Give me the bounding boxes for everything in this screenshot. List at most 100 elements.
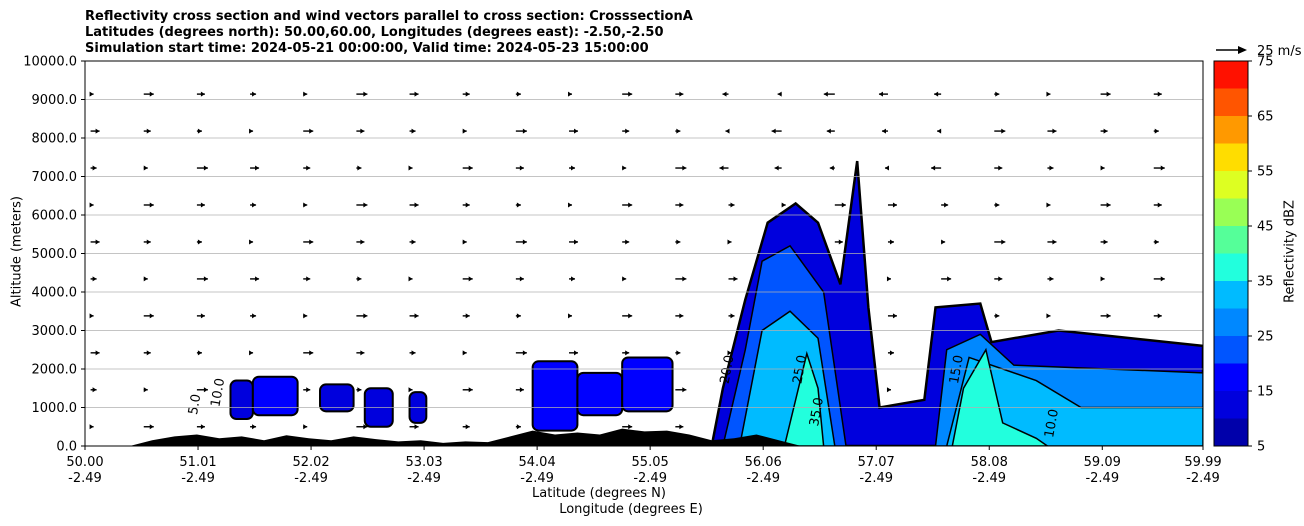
- wind-vector-head: [143, 165, 148, 171]
- wind-vector-head: [1001, 128, 1006, 134]
- colorbar-tick-label: 25: [1257, 330, 1274, 345]
- colorbar-tick-label: 65: [1257, 110, 1274, 125]
- x-tick-label-lon: -2.49: [633, 471, 667, 486]
- wind-vector-head: [884, 165, 889, 171]
- colorbar-band: [1214, 363, 1248, 391]
- wind-vector-head: [574, 128, 579, 134]
- wind-vector-head: [622, 165, 627, 171]
- wind-key-label: 25 m/s: [1257, 44, 1302, 59]
- wind-vector-head: [1049, 165, 1054, 171]
- wind-vector-head: [149, 91, 154, 97]
- wind-vector-head: [516, 202, 521, 208]
- wind-vector-head: [1049, 276, 1054, 282]
- y-tick-label: 4000.0: [32, 286, 78, 301]
- wind-vector-head: [679, 91, 684, 97]
- reflectivity-cell-7: [576, 371, 624, 417]
- wind-vector-head: [522, 128, 527, 134]
- wind-vector-head: [89, 202, 94, 208]
- x-tick-label-lon: -2.49: [294, 471, 328, 486]
- x-tick-label-lat: 53.03: [405, 455, 442, 470]
- wind-vector-head: [931, 165, 936, 171]
- wind-vector-head: [92, 165, 97, 171]
- wind-vector-head: [995, 202, 1000, 208]
- storm-35dbz-south-core: [951, 347, 1049, 446]
- wind-vector-head: [995, 313, 1000, 319]
- wind-vector-head: [889, 350, 894, 356]
- wind-vector-head: [95, 350, 100, 356]
- wind-vector-head: [303, 91, 308, 97]
- wind-vector-head: [468, 387, 473, 393]
- wind-vector-head: [1046, 202, 1051, 208]
- wind-vector-head: [625, 128, 630, 134]
- contour-label: 25.0: [790, 354, 810, 385]
- colorbar-label: Reflectivity dBZ: [1282, 200, 1298, 303]
- wind-vector-head: [676, 239, 681, 245]
- wind-vector-head: [252, 313, 257, 319]
- wind-vector-head: [360, 128, 365, 134]
- wind-vector-head: [995, 91, 1000, 97]
- wind-vector-head: [363, 313, 368, 319]
- x-tick-label-lon: -2.49: [1085, 471, 1119, 486]
- wind-vector-head: [414, 313, 419, 319]
- x-tick-label-lat: 59.09: [1084, 455, 1121, 470]
- wind-vector-head: [682, 165, 687, 171]
- x-tick-label-lon: -2.49: [407, 471, 441, 486]
- colorbar-tick-label: 55: [1257, 165, 1274, 180]
- wind-vector-head: [414, 91, 419, 97]
- wind-vector-head: [625, 239, 630, 245]
- y-tick-label: 9000.0: [32, 93, 78, 108]
- wind-vector-head: [519, 276, 524, 282]
- wind-vector-head: [934, 91, 939, 97]
- contour-label: 15.0: [947, 354, 967, 385]
- x-tick-label-lat: 56.06: [745, 455, 782, 470]
- wind-vector-head: [679, 202, 684, 208]
- x-tick-label-lat: 54.04: [519, 455, 556, 470]
- wind-vector-head: [1160, 165, 1165, 171]
- x-tick-label-lat: 50.00: [66, 455, 103, 470]
- contour-label: 10.0: [208, 377, 228, 408]
- wind-vector-head: [1106, 91, 1111, 97]
- x-tick-label-lon: -2.49: [520, 471, 554, 486]
- wind-vector-head: [95, 128, 100, 134]
- wind-vector-head: [252, 424, 257, 430]
- x-tick-label-lon: -2.49: [181, 471, 215, 486]
- wind-vector-head: [1001, 239, 1006, 245]
- contour-label: 10.0: [1042, 408, 1062, 439]
- wind-vector-head: [947, 276, 952, 282]
- colorbar-band: [1214, 143, 1248, 171]
- wind-vector-head: [625, 350, 630, 356]
- wind-vector-head: [89, 91, 94, 97]
- wind-vector-head: [1154, 128, 1159, 134]
- colorbar-band: [1214, 116, 1248, 144]
- y-axis-label: Altitude (meters): [9, 196, 25, 307]
- wind-vector-head: [886, 387, 891, 393]
- wind-vector-head: [1206, 350, 1210, 355]
- colorbar-band: [1214, 418, 1248, 446]
- wind-vector-head: [628, 313, 633, 319]
- wind-vector-head: [777, 91, 782, 97]
- wind-vector-head: [462, 239, 467, 245]
- wind-vector-head: [519, 165, 524, 171]
- wind-vector-head: [197, 239, 202, 245]
- wind-vector-field: [89, 91, 1210, 430]
- wind-vector-head: [363, 424, 368, 430]
- wind-vector-head: [889, 239, 894, 245]
- wind-vector-head: [462, 350, 467, 356]
- colorbar-band: [1214, 226, 1248, 254]
- wind-vector-head: [622, 276, 627, 282]
- colorbar-band: [1214, 198, 1248, 226]
- wind-vector-head: [309, 239, 314, 245]
- wind-vector-head: [143, 276, 148, 282]
- wind-vector-head: [249, 239, 254, 245]
- wind-vector-head: [462, 128, 467, 134]
- wind-vector-head: [92, 276, 97, 282]
- wind-vector-head: [149, 424, 154, 430]
- wind-vector-head: [725, 128, 730, 134]
- y-tick-label: 6000.0: [32, 209, 78, 224]
- wind-vector-head: [465, 91, 470, 97]
- wind-vector-head: [309, 128, 314, 134]
- wind-vector-head: [628, 91, 633, 97]
- wind-vector-head: [408, 165, 413, 171]
- x-tick-label-lat: 59.99: [1184, 455, 1221, 470]
- wind-vector-head: [303, 313, 308, 319]
